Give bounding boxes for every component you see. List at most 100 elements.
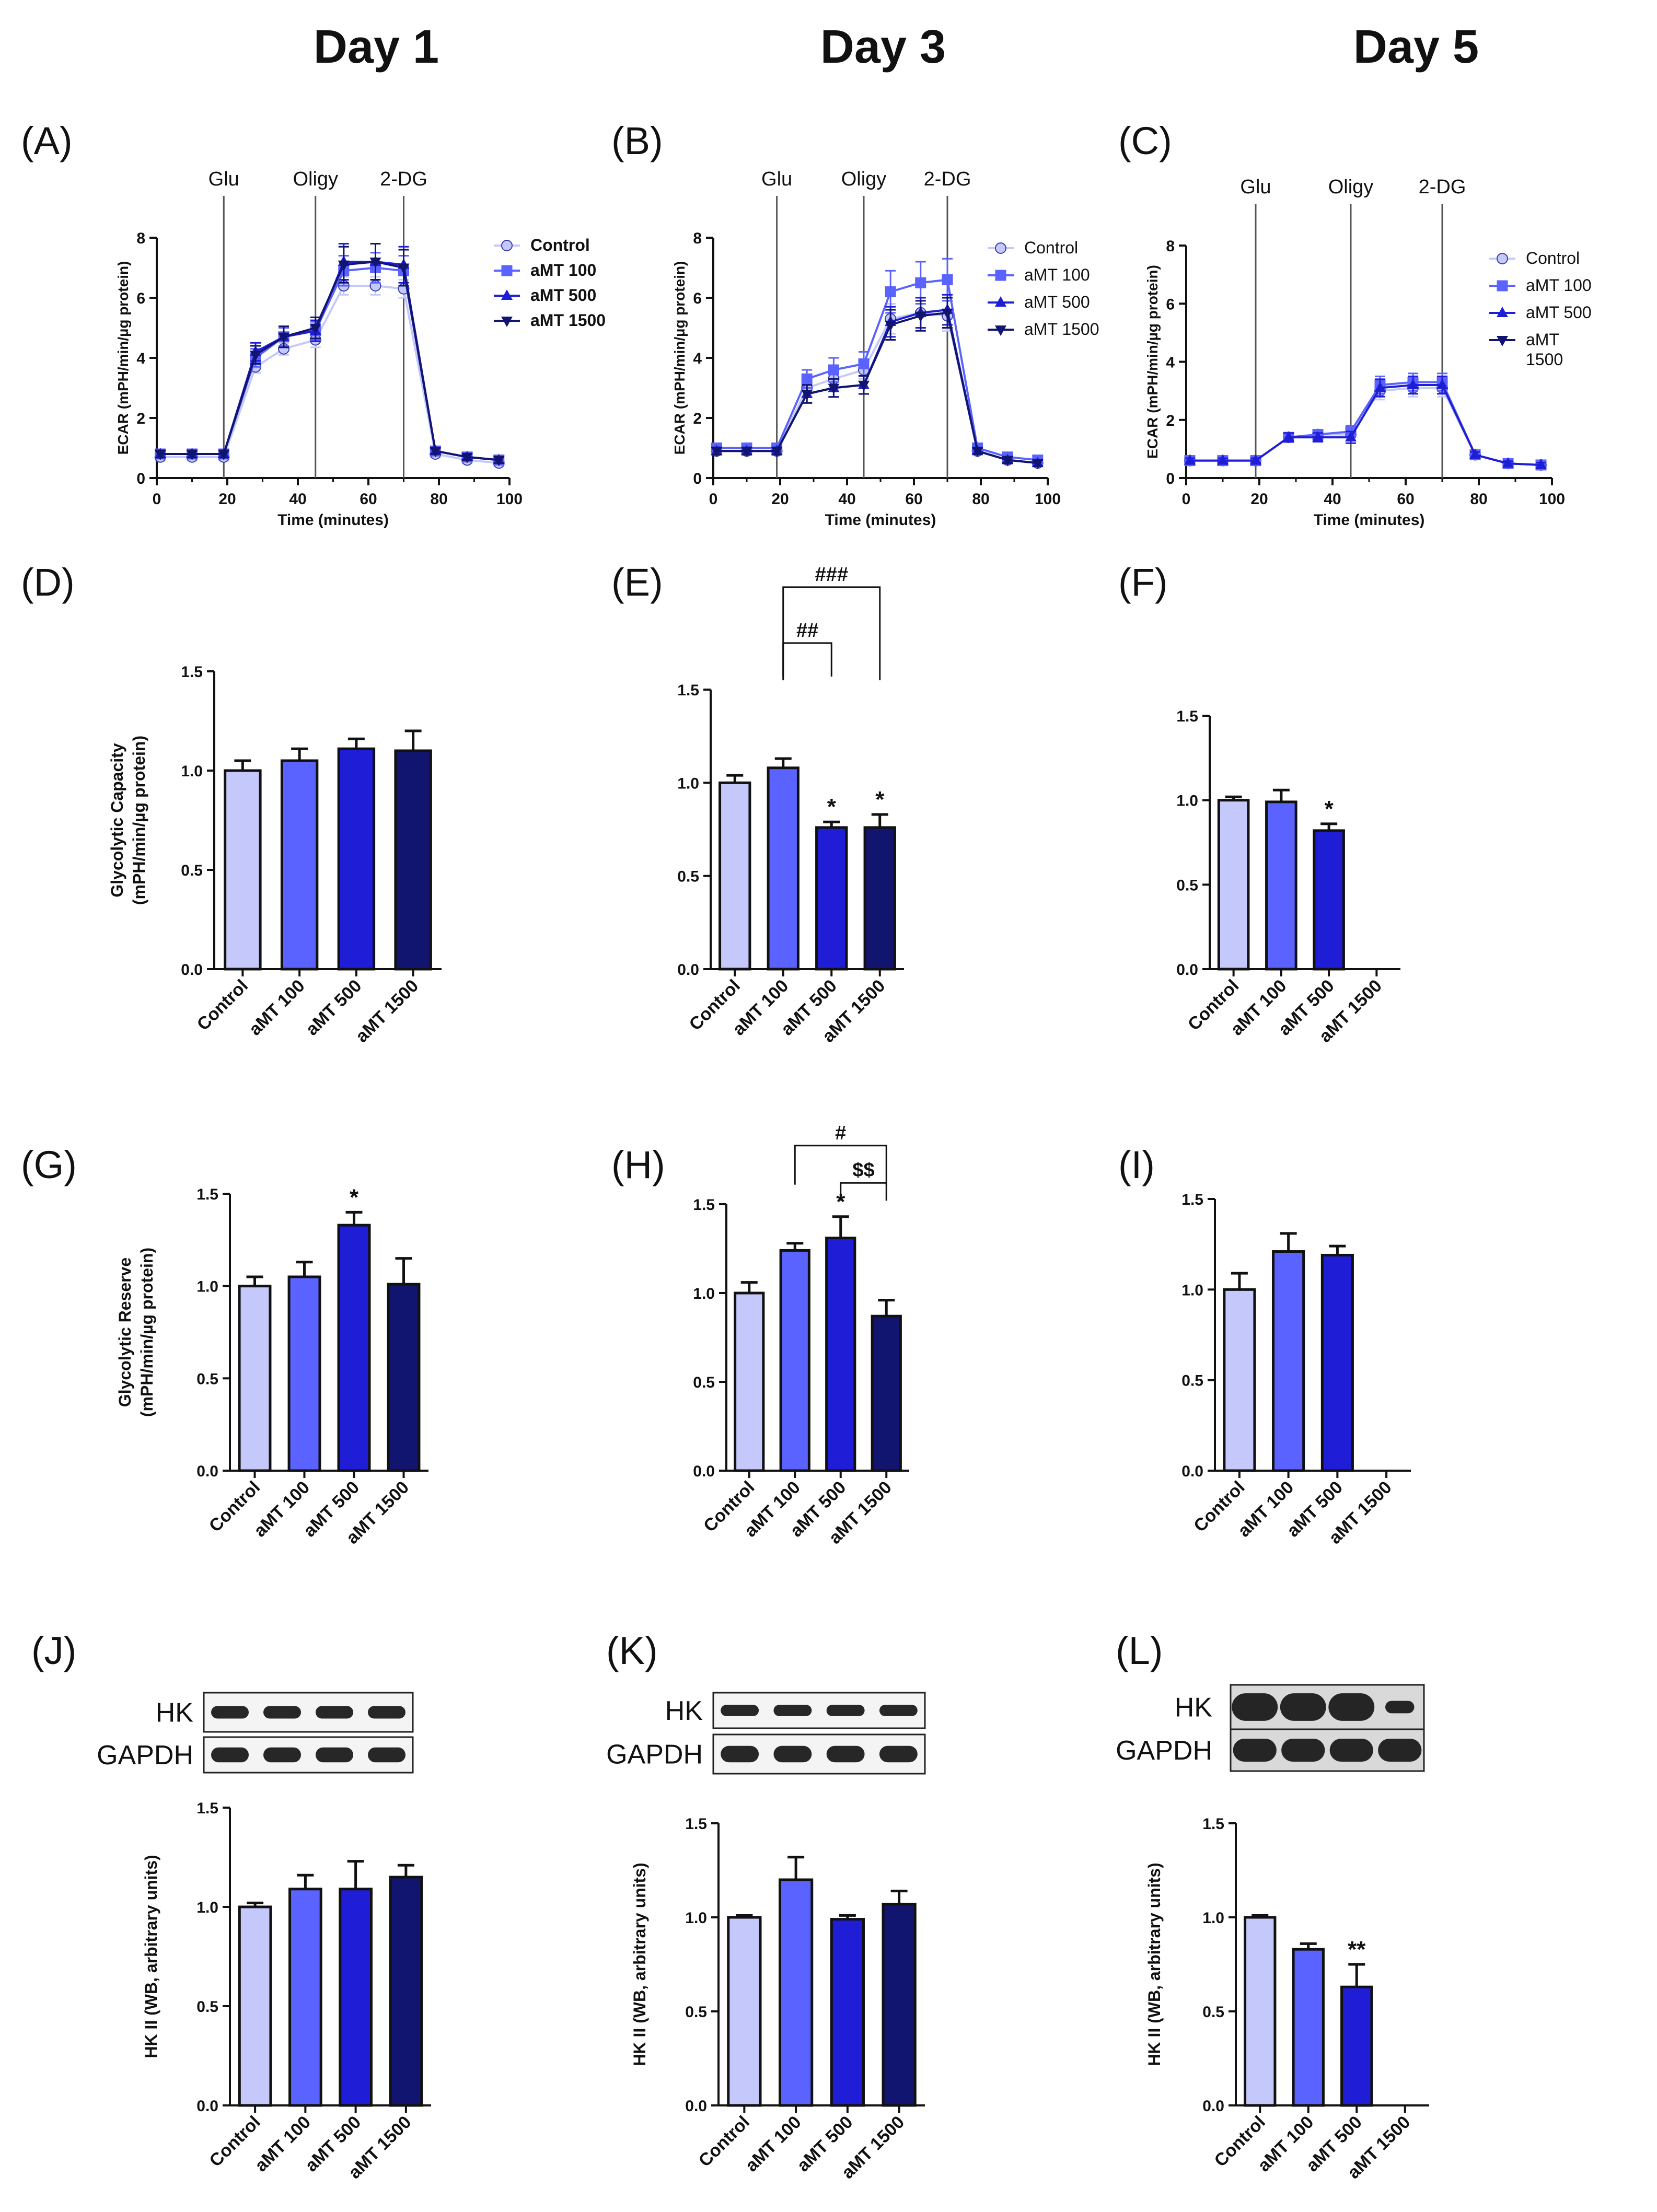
blot-band <box>826 1745 865 1763</box>
y-tick-label: 4 <box>693 350 702 367</box>
y-tick-label: 0.0 <box>181 961 203 979</box>
bar-amt-100 <box>1265 800 1297 971</box>
blot-band <box>1232 1693 1278 1721</box>
data-point <box>711 447 723 458</box>
legend-label: Control <box>1526 249 1580 267</box>
y-tick-label: 0 <box>693 470 702 487</box>
y-tick-label: 0 <box>136 470 145 487</box>
panel-label: (B) <box>611 119 663 162</box>
blot-band <box>879 1705 918 1716</box>
x-tick-label: 40 <box>289 491 306 508</box>
y-tick-label: 0.0 <box>677 961 699 979</box>
bar-amt-100 <box>1292 1948 1325 2107</box>
y-tick-label: 1.5 <box>196 1186 218 1203</box>
bar-control <box>734 1291 765 1472</box>
y-tick-label: 0.0 <box>693 1463 715 1480</box>
series-amt-500 <box>154 243 505 464</box>
data-point <box>1535 458 1547 469</box>
data-point <box>398 263 410 274</box>
x-tick-label: 60 <box>905 491 922 508</box>
bar-amt-100 <box>288 1888 322 2107</box>
legend-marker <box>501 265 513 276</box>
bracket-label: # <box>835 1122 846 1144</box>
y-tick-label: 0.5 <box>1181 1372 1203 1390</box>
series-amt-500 <box>711 294 1044 468</box>
data-point <box>914 311 926 322</box>
category-label: aMT 1500 <box>352 976 422 1046</box>
injection-label: Oligy <box>293 168 338 190</box>
data-point <box>1312 431 1324 442</box>
y-axis-label: HK II (WB, arbitrary units) <box>142 1855 160 2058</box>
data-point <box>828 383 840 394</box>
bar-amt-100 <box>1272 1250 1305 1472</box>
panel-label: (G) <box>21 1143 77 1186</box>
panel-label: (F) <box>1118 561 1168 604</box>
significance-marker: * <box>875 787 885 812</box>
header-day-5: Day 5 <box>1353 21 1479 73</box>
injection-label: 2-DG <box>924 168 971 190</box>
y-tick-label: 0.0 <box>1181 1463 1203 1480</box>
x-tick-label: 80 <box>430 491 447 508</box>
blot-band <box>368 1706 405 1719</box>
x-tick-label: 100 <box>496 491 523 508</box>
legend-marker <box>1497 253 1508 264</box>
significance-marker: * <box>1325 796 1334 822</box>
legend-marker <box>1497 307 1508 317</box>
blot-band <box>1328 1693 1375 1721</box>
y-tick-label: 1.0 <box>685 1910 707 1927</box>
y-axis-label: ECAR (mPH/min/µg protein) <box>1144 265 1161 459</box>
blot-band <box>721 1705 759 1716</box>
data-point <box>771 447 783 458</box>
y-tick-label: 2 <box>136 410 145 427</box>
data-point <box>1217 454 1229 465</box>
y-axis-label: (mPH/min/µg protein) <box>137 1248 156 1417</box>
data-point <box>942 308 953 319</box>
y-tick-label: 0.0 <box>685 2098 707 2115</box>
data-point <box>493 456 505 467</box>
series-amt-100 <box>1184 372 1547 471</box>
legend-marker <box>501 317 513 327</box>
bracket-label: ### <box>815 564 848 586</box>
bracket-label: $$ <box>852 1159 874 1181</box>
y-tick-label: 0.0 <box>196 2098 218 2115</box>
bar-amt-100 <box>779 1249 810 1472</box>
legend-marker <box>995 325 1006 336</box>
x-tick-label: 80 <box>972 491 989 508</box>
y-tick-label: 6 <box>693 290 702 307</box>
series-line <box>716 311 1038 464</box>
injection-label: 2-DG <box>1419 176 1466 198</box>
legend-marker <box>501 240 513 251</box>
y-axis-label: HK II (WB, arbitrary units) <box>630 1862 649 2066</box>
panel-label: (L) <box>1116 1629 1163 1672</box>
injection-label: Oligy <box>841 168 887 190</box>
y-tick-label: 1.0 <box>677 775 699 792</box>
y-tick-label: 0.5 <box>181 862 203 879</box>
data-point <box>741 447 752 458</box>
data-point <box>1374 381 1386 392</box>
series-amt-500 <box>1184 375 1547 469</box>
bar-control <box>719 781 751 971</box>
y-tick-label: 1.0 <box>693 1285 715 1302</box>
bar-amt-500 <box>1320 1253 1354 1472</box>
series-control <box>154 276 505 469</box>
comparison-bracket <box>840 1182 887 1201</box>
y-tick-label: 1.0 <box>181 763 203 780</box>
y-tick-label: 1.0 <box>196 1278 218 1296</box>
panel-label: (A) <box>21 119 73 162</box>
bracket-label: ## <box>796 620 818 642</box>
y-tick-label: 1.5 <box>685 1815 707 1833</box>
data-point <box>1283 431 1294 442</box>
blot-band <box>826 1705 865 1716</box>
bar-amt-1500 <box>863 826 896 971</box>
significance-marker: * <box>350 1184 359 1210</box>
data-point <box>1250 454 1261 465</box>
x-tick-label: 80 <box>1470 491 1487 508</box>
bar-control <box>224 769 262 971</box>
bar-amt-100 <box>767 766 799 971</box>
legend-label: aMT 1500 <box>1024 320 1099 339</box>
bar-control <box>238 1905 272 2107</box>
